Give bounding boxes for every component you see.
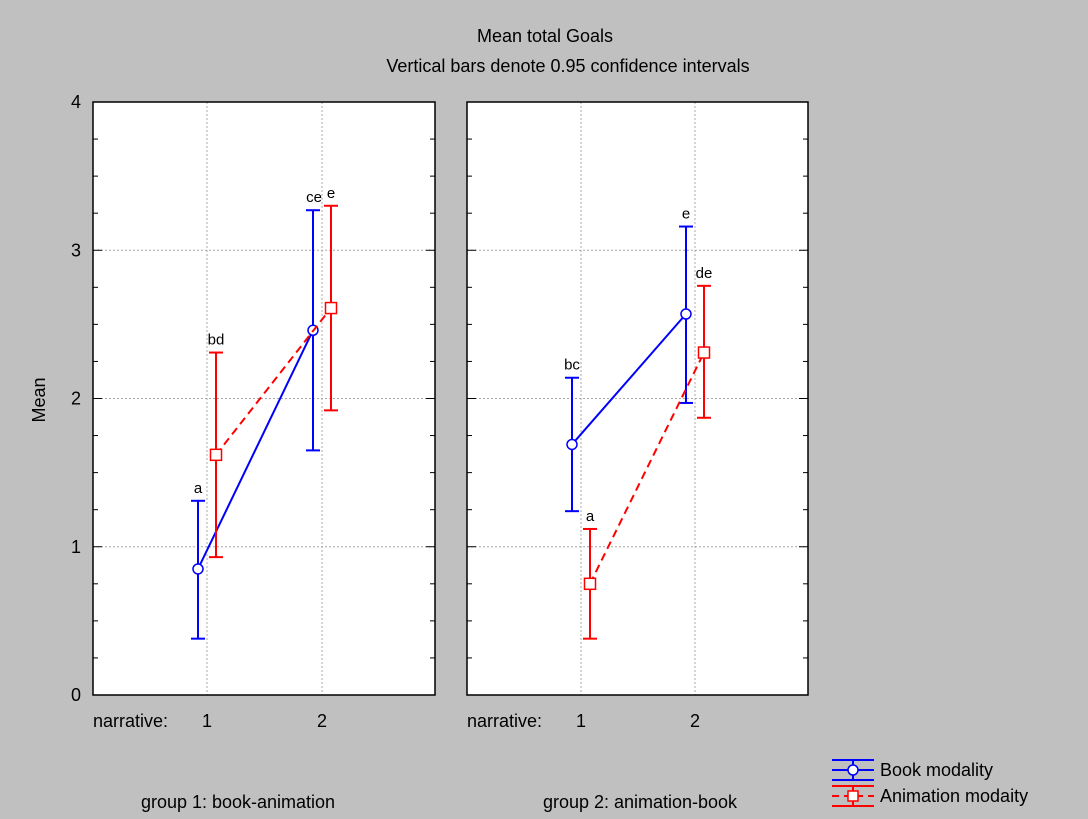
y-tick-label: 2 (71, 389, 81, 409)
data-point (566, 438, 578, 451)
plot-area (93, 102, 435, 695)
legend-item-2: Animation modaity (832, 785, 1028, 807)
x-tick-label: 2 (317, 711, 327, 731)
data-point (697, 346, 711, 359)
y-tick-label: 1 (71, 537, 81, 557)
series-line (589, 352, 705, 585)
panel-2: narrative: 1 2 group 2: animation-book bc e a d… (466, 101, 809, 812)
legend-marker (847, 790, 859, 802)
panel-caption: group 2: animation-book (543, 792, 738, 812)
series-2: bd e (208, 185, 338, 559)
y-tick-label: 3 (71, 240, 81, 260)
x-tick-label: 1 (576, 711, 586, 731)
legend-label: Book modality (880, 760, 993, 780)
data-label: bc (564, 357, 580, 374)
series-line (215, 307, 332, 456)
data-label: e (682, 206, 690, 223)
x-axis-prefix: narrative: (93, 711, 168, 731)
chart-subtitle: Vertical bars denote 0.95 confidence int… (386, 56, 749, 76)
panel-1: 0 1 2 3 4 narrative: 1 2 group 1: book-animation… (71, 92, 436, 812)
plot-frame (92, 101, 436, 696)
data-label: e (327, 185, 335, 202)
x-tick-label: 1 (202, 711, 212, 731)
y-tick-label: 0 (71, 685, 81, 705)
legend-marker (847, 764, 859, 776)
data-label: bd (208, 332, 225, 349)
data-label: de (696, 265, 713, 282)
data-point (324, 301, 338, 315)
series-line (571, 313, 687, 446)
series-line (197, 329, 314, 570)
series-1: bc e (564, 206, 693, 513)
x-tick-label: 2 (690, 711, 700, 731)
y-tick-label: 4 (71, 92, 81, 112)
legend-label: Animation modaity (880, 786, 1028, 806)
data-point (209, 448, 223, 462)
x-axis-prefix: narrative: (467, 711, 542, 731)
series-2: a de (583, 265, 713, 640)
legend: Book modality Animation modaity (832, 759, 1028, 807)
data-label: a (194, 480, 203, 497)
plot-frame (466, 101, 809, 696)
data-label: a (586, 508, 595, 525)
legend-item-1: Book modality (832, 759, 993, 781)
y-axis-label: Mean (29, 377, 49, 422)
data-point (583, 577, 597, 591)
panel-caption: group 1: book-animation (141, 792, 335, 812)
data-point (192, 563, 204, 575)
data-label: ce (306, 189, 322, 206)
chart-title: Mean total Goals (477, 26, 613, 46)
data-point (680, 308, 692, 320)
